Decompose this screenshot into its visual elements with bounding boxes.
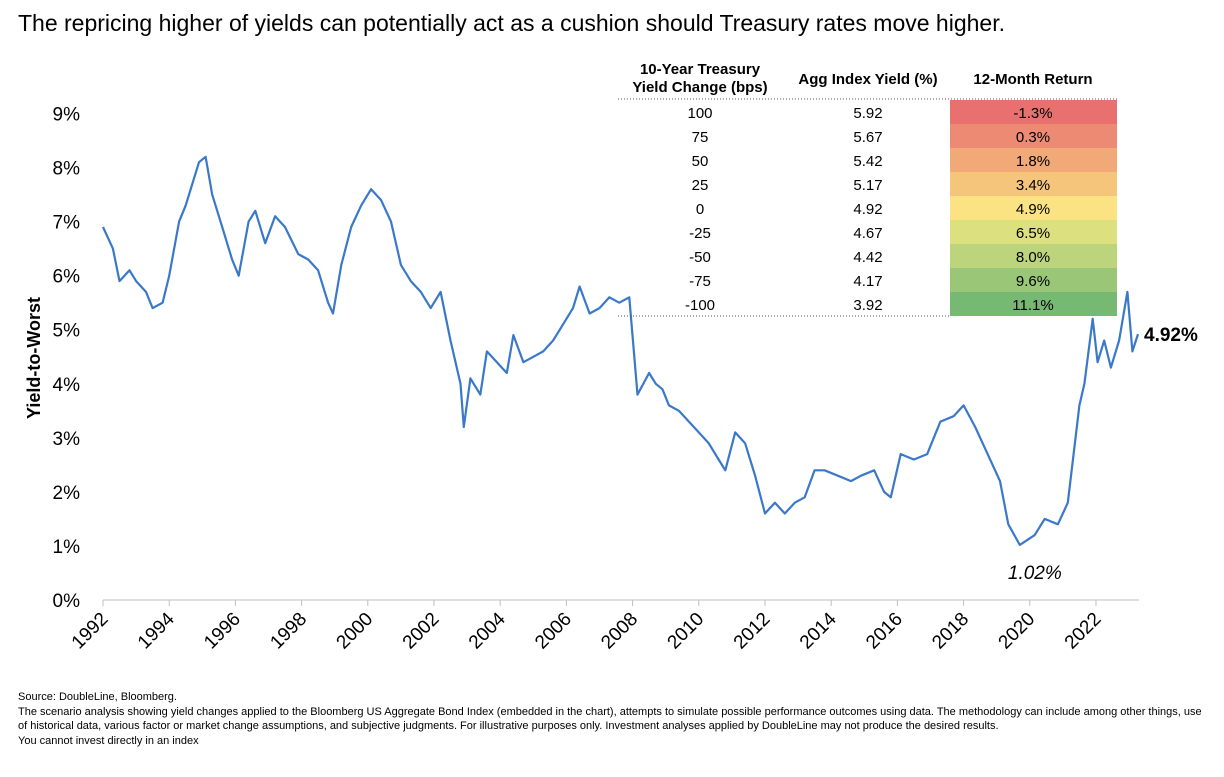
table-cell: 0.3% [1016, 129, 1050, 146]
table-cell: 25 [692, 177, 709, 194]
return-cell [950, 148, 1117, 172]
footer: Source: DoubleLine, Bloomberg. The scena… [18, 690, 1213, 748]
return-cell [950, 172, 1117, 196]
table-cell: 5.42 [853, 153, 882, 170]
table-cell: 4.42 [853, 249, 882, 266]
table-cell: 5.67 [853, 129, 882, 146]
return-cell [950, 220, 1117, 244]
table-cell: 4.92 [853, 201, 882, 218]
table-cell: 8.0% [1016, 249, 1050, 266]
y-tick-label: 9% [53, 105, 81, 126]
x-tick-label: 2018 [928, 609, 973, 654]
disclaimer: You cannot invest directly in an index [18, 734, 199, 747]
table-cell: 0 [696, 201, 704, 218]
return-cell [950, 244, 1117, 268]
y-tick-label: 0% [53, 591, 81, 612]
table-cell: 4.17 [853, 273, 882, 290]
return-cell [950, 196, 1117, 220]
table-cell: 3.4% [1016, 177, 1050, 194]
table-cell: 11.1% [1012, 297, 1053, 314]
table-cell: 9.6% [1016, 273, 1050, 290]
table-cell: 4.67 [853, 225, 882, 242]
x-tick-label: 2016 [862, 609, 907, 654]
x-tick-label: 2004 [465, 608, 510, 653]
y-tick-label: 6% [53, 267, 81, 288]
table-cell: 100 [687, 105, 712, 122]
y-tick-label: 7% [53, 213, 81, 234]
table-cell: 5.17 [853, 177, 882, 194]
table-cell: 3.92 [853, 297, 882, 314]
source: Source: DoubleLine, Bloomberg. [18, 691, 177, 703]
x-tick-label: 2006 [531, 609, 576, 654]
x-tick-label: 1998 [266, 609, 311, 654]
y-tick-label: 8% [53, 159, 81, 180]
y-tick-label: 3% [53, 429, 81, 450]
x-tick-label: 1992 [68, 609, 113, 654]
table-cell: -50 [689, 249, 711, 266]
table-cell: -1.3% [1013, 105, 1052, 122]
table-cell: 1.8% [1016, 153, 1050, 170]
table-cell: 50 [692, 153, 709, 170]
y-tick-label: 2% [53, 483, 81, 504]
return-cell [950, 124, 1117, 148]
table-header: Yield Change (bps) [632, 79, 767, 96]
return-cell [950, 292, 1117, 316]
x-tick-label: 2014 [796, 608, 841, 653]
chart: The repricing higher of yields can poten… [18, 10, 1198, 654]
table-cell: 75 [692, 129, 709, 146]
x-tick-label: 2008 [597, 609, 642, 654]
end-value-label: 4.92% [1144, 325, 1198, 346]
table-header: 10-Year Treasury [640, 61, 761, 78]
table-cell: -100 [685, 297, 715, 314]
table-header: 12-Month Return [973, 71, 1092, 88]
table-cell: -75 [689, 273, 711, 290]
x-tick-label: 2012 [730, 609, 775, 654]
x-tick-label: 1996 [200, 609, 245, 654]
x-tick-label: 1994 [134, 608, 179, 653]
x-tick-label: 2000 [333, 609, 378, 654]
y-tick-label: 5% [53, 321, 81, 342]
x-tick-label: 2020 [995, 609, 1040, 654]
note: The scenario analysis showing yield chan… [18, 705, 1202, 733]
y-axis-label: Yield-to-Worst [24, 297, 44, 419]
return-cell [950, 100, 1117, 124]
x-tick-label: 2010 [664, 609, 709, 654]
x-tick-label: 2002 [399, 609, 444, 654]
table-cell: 5.92 [853, 105, 882, 122]
return-cell [950, 268, 1117, 292]
table-header: Agg Index Yield (%) [798, 71, 937, 88]
table-cell: 4.9% [1016, 201, 1050, 218]
low-value-label: 1.02% [1008, 563, 1062, 584]
y-tick-label: 4% [53, 375, 81, 396]
chart-title: The repricing higher of yields can poten… [18, 10, 1005, 36]
x-tick-label: 2022 [1061, 609, 1106, 654]
y-tick-label: 1% [53, 537, 81, 558]
table-cell: -25 [689, 225, 711, 242]
yield-line [102, 155, 1140, 546]
table-cell: 6.5% [1016, 225, 1050, 242]
